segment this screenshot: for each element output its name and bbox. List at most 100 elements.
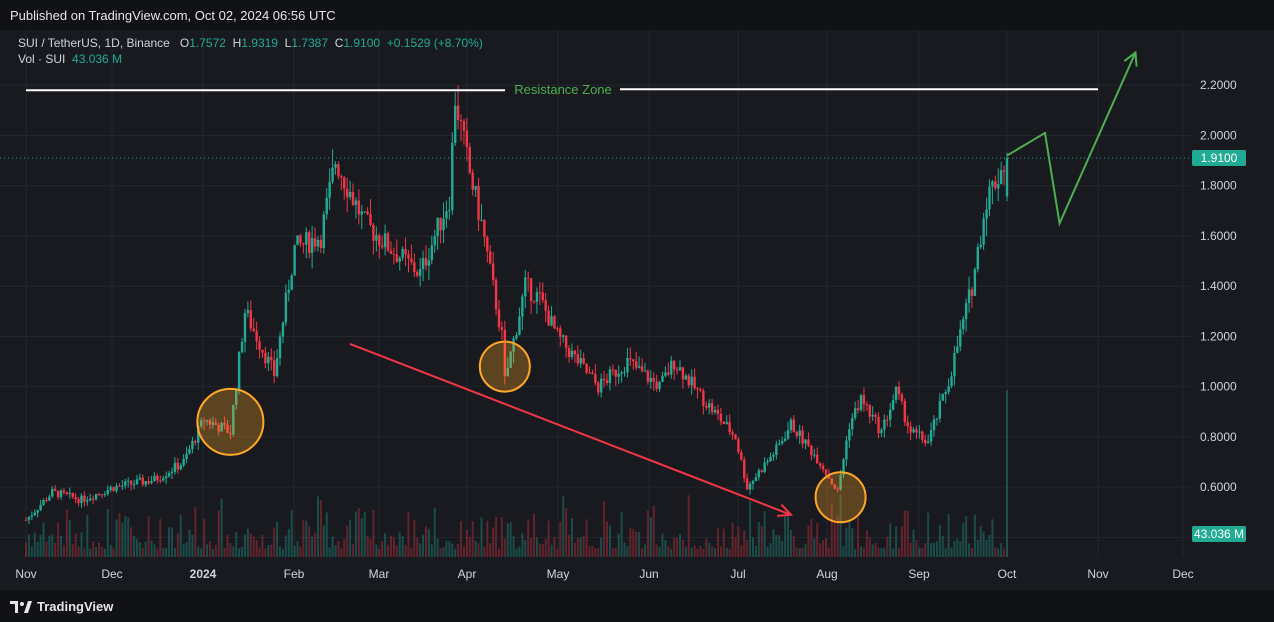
volume-bar: [214, 545, 217, 557]
volume-bar: [500, 516, 503, 557]
volume-bar: [941, 535, 944, 557]
candle-body: [775, 444, 778, 455]
candle-body: [973, 269, 977, 296]
volume-bar: [597, 548, 600, 557]
volume-bar: [229, 543, 232, 557]
volume-bar: [822, 540, 825, 557]
volume-bar: [144, 541, 147, 557]
candle-body: [632, 359, 635, 362]
volume-bar: [635, 531, 638, 557]
volume-bar: [378, 548, 381, 557]
candle-body: [532, 300, 536, 302]
volume-bar: [290, 510, 293, 557]
published-info: Published on TradingView.com, Oct 02, 20…: [10, 8, 336, 23]
volume-bar: [398, 532, 401, 557]
volume-bar: [956, 538, 959, 557]
candle-body: [77, 499, 80, 504]
candle-body: [535, 292, 539, 302]
candle-body: [106, 489, 109, 495]
candle-body: [570, 350, 574, 357]
candle-body: [363, 211, 366, 213]
candle-body: [185, 453, 188, 459]
volume-bar: [168, 527, 171, 557]
candle-body: [915, 429, 918, 433]
candle-body: [1002, 170, 1006, 172]
candle-body: [398, 257, 401, 262]
price-chart[interactable]: Resistance Zone 2.2000 2.0000 1.8000 1.6000…: [0, 0, 1274, 590]
candle-body: [246, 310, 250, 314]
candle-body: [839, 475, 842, 490]
volume-bar: [436, 538, 439, 557]
time-axis[interactable]: Nov Dec 2024 Feb Mar Apr May Jun Jul Aug Sep Oct Nov…: [15, 567, 1193, 581]
symbol-name[interactable]: SUI / TetherUS, 1D, Binance: [18, 36, 170, 50]
candle-body: [827, 474, 831, 479]
candle-body: [383, 233, 387, 248]
candle-body: [836, 488, 839, 490]
volume-bar: [54, 542, 57, 557]
candle-body: [340, 176, 343, 178]
candle-body: [448, 210, 451, 212]
volume-bar: [433, 507, 436, 557]
candle-body: [766, 461, 769, 463]
volume-bar: [690, 547, 693, 557]
candle-body: [521, 296, 524, 317]
grid: [0, 30, 1190, 557]
candle-body: [27, 516, 31, 520]
candle-body: [270, 356, 273, 361]
x-tick-label: Dec: [101, 567, 122, 581]
chart-area[interactable]: [0, 30, 1274, 590]
candle-body: [643, 370, 647, 372]
candle-body: [591, 372, 594, 375]
volume-bar: [757, 522, 760, 557]
candle-body: [112, 487, 115, 491]
candle-body: [728, 422, 731, 433]
volume-bar: [839, 494, 842, 557]
volume-bar: [731, 522, 734, 557]
candle-body: [369, 214, 372, 225]
volume-bar: [909, 542, 912, 557]
candle-body: [199, 420, 203, 427]
candle-body: [518, 316, 521, 336]
volume-bar: [392, 537, 395, 557]
x-tick-label: Nov: [15, 567, 36, 581]
volume-bar: [632, 529, 635, 557]
volume-bar: [57, 522, 60, 557]
projection-path: [1006, 52, 1137, 227]
volume-bar: [991, 519, 994, 557]
volume-bar: [45, 541, 48, 557]
volume-bar: [676, 537, 679, 557]
volume-bar: [585, 519, 588, 557]
y-tick-label: 1.0000: [1200, 380, 1237, 394]
candle-body: [258, 341, 261, 350]
candle-body: [658, 381, 661, 390]
candle-body: [290, 275, 293, 290]
candle-body: [147, 481, 150, 484]
volume-bar: [220, 498, 223, 557]
candle-body: [255, 330, 258, 342]
candle-body: [211, 422, 215, 425]
candle-body: [629, 358, 632, 360]
volume-label[interactable]: Vol · SUI: [18, 52, 66, 66]
volume-bar: [404, 544, 407, 557]
volume-bar: [223, 547, 226, 557]
volume-bar: [927, 512, 930, 557]
volume-bar: [570, 518, 573, 557]
candle-body: [938, 400, 942, 419]
candle-body: [459, 120, 463, 122]
candle-body: [710, 403, 714, 413]
price-axis[interactable]: 2.2000 2.0000 1.8000 1.6000 1.4000 1.2000 1.00…: [1200, 78, 1237, 544]
volume-bar: [687, 495, 690, 557]
volume-bar: [778, 535, 781, 557]
candle-body: [748, 483, 752, 490]
volume-bar: [789, 529, 792, 557]
x-tick-label: Mar: [369, 567, 390, 581]
volume-bar: [579, 537, 582, 557]
volume-bar: [918, 547, 921, 557]
tradingview-logo[interactable]: TradingView: [10, 599, 113, 614]
symbol-legend: SUI / TetherUS, 1D, Binance O1.7572 H1.9…: [18, 36, 483, 66]
x-tick-label: Apr: [458, 567, 477, 581]
volume-bar: [322, 525, 325, 557]
volume-bar: [611, 548, 614, 557]
volume-bar: [763, 511, 766, 557]
candle-body: [997, 184, 1000, 189]
